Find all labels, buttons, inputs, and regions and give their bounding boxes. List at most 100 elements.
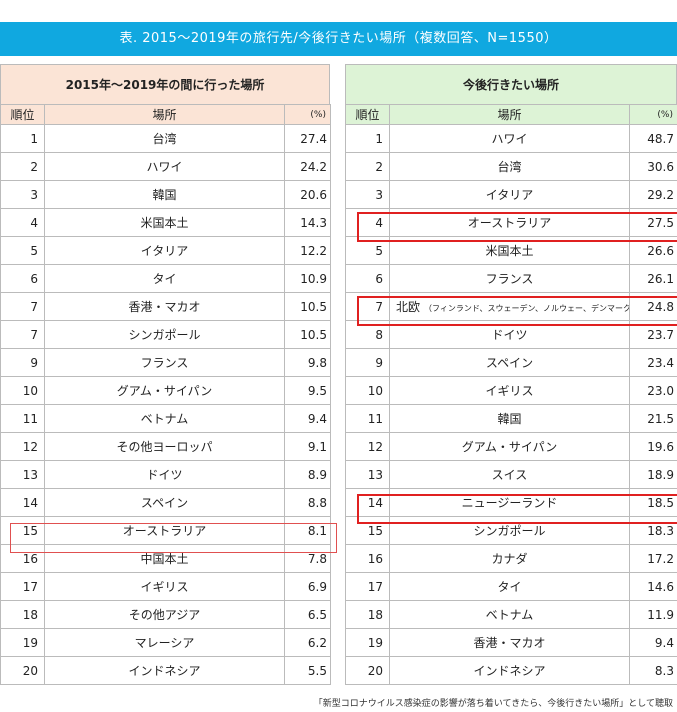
percent-cell: 27.4: [284, 124, 331, 153]
place-cell: オーストラリア: [389, 208, 630, 237]
percent-cell: 8.1: [284, 516, 331, 545]
percent-cell: 6.9: [284, 572, 331, 601]
rank-cell: 6: [0, 264, 45, 293]
percent-cell: 26.6: [629, 236, 677, 265]
table-row: 20 インドネシア 8.3: [345, 656, 677, 685]
place-cell: マレーシア: [44, 628, 285, 657]
place-cell: 中国本土: [44, 544, 285, 573]
place-subnote: （フィンランド、スウェーデン、ノルウェー、デンマーク）: [424, 304, 630, 313]
rank-cell: 12: [345, 432, 390, 461]
place-cell: カナダ: [389, 544, 630, 573]
rank-cell: 11: [0, 404, 45, 433]
table-row: 15 シンガポール 18.3: [345, 516, 677, 545]
table-row: 7 香港・マカオ 10.5: [0, 292, 331, 321]
percent-cell: 27.5: [629, 208, 677, 237]
percent-cell: 18.3: [629, 516, 677, 545]
place-cell: ドイツ: [44, 460, 285, 489]
place-cell: 台湾: [389, 152, 630, 181]
table-row: 4 オーストラリア 27.5: [345, 208, 677, 237]
footnote: 「新型コロナウイルス感染症の影響が落ち着いてきたら、今後行きたい場所」として聴取: [313, 699, 673, 709]
place-cell: タイ: [44, 264, 285, 293]
rank-cell: 7: [0, 292, 45, 321]
percent-cell: 8.8: [284, 488, 331, 517]
percent-cell: 17.2: [629, 544, 677, 573]
percent-cell: 10.5: [284, 320, 331, 349]
table-row: 18 その他アジア 6.5: [0, 600, 331, 629]
place-cell: フランス: [389, 264, 630, 293]
percent-cell: 6.5: [284, 600, 331, 629]
table-row: 10 イギリス 23.0: [345, 376, 677, 405]
right-ranking-table: 順位 場所 (%) 1 ハワイ 48.7 2 台湾 30.6 3 イタリア 29.2 4 オーストラ…: [345, 104, 677, 685]
place-cell: ハワイ: [389, 124, 630, 153]
rank-cell: 7: [345, 292, 390, 321]
table-row: 16 カナダ 17.2: [345, 544, 677, 573]
place-cell: オーストラリア: [44, 516, 285, 545]
percent-cell: 8.9: [284, 460, 331, 489]
percent-cell: 18.5: [629, 488, 677, 517]
percent-cell: 30.6: [629, 152, 677, 181]
table-row: 11 ベトナム 9.4: [0, 404, 331, 433]
percent-cell: 9.4: [284, 404, 331, 433]
table-row: 14 ニュージーランド 18.5: [345, 488, 677, 517]
rank-cell: 13: [0, 460, 45, 489]
percent-cell: 21.5: [629, 404, 677, 433]
place-cell: ニュージーランド: [389, 488, 630, 517]
place-cell: イギリス: [389, 376, 630, 405]
table-row: 9 スペイン 23.4: [345, 348, 677, 377]
place-name: 北欧: [396, 300, 421, 314]
table-row: 1 台湾 27.4: [0, 124, 331, 153]
place-cell: ドイツ: [389, 320, 630, 349]
table-row: 13 ドイツ 8.9: [0, 460, 331, 489]
rank-cell: 1: [345, 124, 390, 153]
rank-cell: 14: [345, 488, 390, 517]
place-cell: イタリア: [44, 236, 285, 265]
percent-cell: 26.1: [629, 264, 677, 293]
table-row: 5 米国本土 26.6: [345, 236, 677, 265]
percent-cell: 23.7: [629, 320, 677, 349]
place-cell: スペイン: [389, 348, 630, 377]
table-row: 2 台湾 30.6: [345, 152, 677, 181]
rank-cell: 9: [345, 348, 390, 377]
rank-cell: 9: [0, 348, 45, 377]
table-row: 17 イギリス 6.9: [0, 572, 331, 601]
percent-cell: 6.2: [284, 628, 331, 657]
table-row: 12 グアム・サイパン 19.6: [345, 432, 677, 461]
rank-cell: 14: [0, 488, 45, 517]
rank-cell: 3: [0, 180, 45, 209]
table-row: 20 インドネシア 5.5: [0, 656, 331, 685]
place-cell: 北欧 （フィンランド、スウェーデン、ノルウェー、デンマーク）: [389, 292, 630, 321]
table-row: 9 フランス 9.8: [0, 348, 331, 377]
table-row: 2 ハワイ 24.2: [0, 152, 331, 181]
table-row: 10 グアム・サイパン 9.5: [0, 376, 331, 405]
place-column-header: 場所: [389, 104, 630, 125]
rank-cell: 5: [345, 236, 390, 265]
place-cell: ベトナム: [389, 600, 630, 629]
right-ranking-panel: 今後行きたい場所 順位 場所 (%) 1 ハワイ 48.7 2 台湾 30.6 3 イタリア 2…: [345, 64, 677, 685]
rank-cell: 4: [0, 208, 45, 237]
table-row: 12 その他ヨーロッパ 9.1: [0, 432, 331, 461]
place-cell: イギリス: [44, 572, 285, 601]
rank-cell: 2: [345, 152, 390, 181]
right-panel-heading: 今後行きたい場所: [345, 64, 677, 104]
rank-cell: 7: [0, 320, 45, 349]
percent-cell: 23.0: [629, 376, 677, 405]
place-cell: フランス: [44, 348, 285, 377]
percent-cell: 18.9: [629, 460, 677, 489]
rank-cell: 16: [0, 544, 45, 573]
place-cell: グアム・サイパン: [389, 432, 630, 461]
table-row: 16 中国本土 7.8: [0, 544, 331, 573]
left-ranking-panel: 2015年～2019年の間に行った場所 順位 場所 (%) 1 台湾 27.4 2 ハワ…: [0, 64, 331, 685]
place-cell: インドネシア: [389, 656, 630, 685]
left-ranking-table: 順位 場所 (%) 1 台湾 27.4 2 ハワイ 24.2 3 韓国 20.6 4 米国本土 14.…: [0, 104, 331, 685]
rank-column-header: 順位: [0, 104, 45, 125]
rank-cell: 20: [0, 656, 45, 685]
percent-cell: 9.8: [284, 348, 331, 377]
table-row: 13 スイス 18.9: [345, 460, 677, 489]
table-row: 3 韓国 20.6: [0, 180, 331, 209]
rank-cell: 10: [345, 376, 390, 405]
table-row: 1 ハワイ 48.7: [345, 124, 677, 153]
rank-cell: 6: [345, 264, 390, 293]
chart-title: 表. 2015～2019年の旅行先/今後行きたい場所（複数回答、N=1550）: [0, 22, 677, 56]
place-cell: 香港・マカオ: [389, 628, 630, 657]
table-row: 6 タイ 10.9: [0, 264, 331, 293]
